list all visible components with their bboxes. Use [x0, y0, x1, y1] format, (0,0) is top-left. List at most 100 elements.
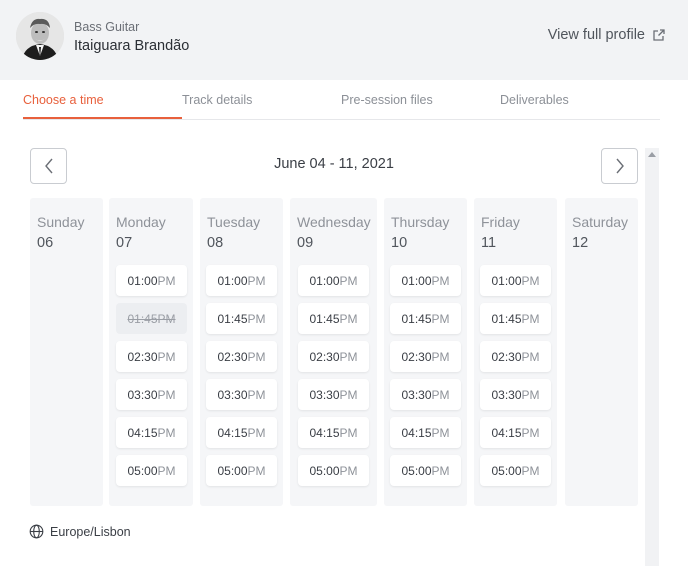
day-column-thursday: Thursday 10 01:00 PM 01:45 PM 02:30 PM 03:30 PM 04…	[384, 198, 467, 506]
timezone-label: Europe/Lisbon	[50, 524, 131, 539]
tab-choose-a-time[interactable]: Choose a time	[23, 93, 104, 107]
time-slot[interactable]: 01:00 PM	[116, 265, 187, 296]
time-slot[interactable]: 04:15 PM	[298, 417, 369, 448]
slot-time: 05:00	[217, 463, 248, 478]
slot-time: 05:00	[401, 463, 432, 478]
timezone: Europe/Lisbon	[29, 524, 131, 539]
time-slot[interactable]: 02:30 PM	[298, 341, 369, 372]
slot-time: 01:00	[491, 273, 522, 288]
slot-time: 01:00	[309, 273, 340, 288]
slot-ampm: PM	[247, 311, 266, 326]
time-slot[interactable]: 01:45 PM	[298, 303, 369, 334]
slot-ampm: PM	[431, 387, 450, 402]
slot-time: 03:30	[217, 387, 248, 402]
time-slot[interactable]: 02:30 PM	[390, 341, 461, 372]
slot-ampm: PM	[339, 349, 358, 364]
time-slot[interactable]: 05:00 PM	[480, 455, 551, 486]
previous-week-button[interactable]	[30, 148, 67, 184]
day-name: Tuesday	[207, 214, 261, 230]
slot-time: 01:45	[491, 311, 522, 326]
day-name: Friday	[481, 214, 520, 230]
time-slot[interactable]: 02:30 PM	[480, 341, 551, 372]
time-slot[interactable]: 03:30 PM	[390, 379, 461, 410]
slot-ampm: PM	[521, 349, 540, 364]
next-week-button[interactable]	[601, 148, 638, 184]
slot-ampm: PM	[247, 463, 266, 478]
slot-time: 01:00	[127, 273, 158, 288]
time-slot[interactable]: 03:30 PM	[206, 379, 277, 410]
scroll-up-arrow-icon[interactable]	[648, 152, 656, 157]
time-slot[interactable]: 03:30 PM	[116, 379, 187, 410]
day-column-wednesday: Wednesday 09 01:00 PM 01:45 PM 02:30 PM 03:30 PM 0…	[290, 198, 377, 506]
booking-tabs: Choose a time Track details Pre-session …	[23, 80, 660, 120]
slot-time: 02:30	[127, 349, 158, 364]
slot-time: 04:15	[127, 425, 158, 440]
tab-pre-session-files[interactable]: Pre-session files	[341, 93, 433, 107]
slot-ampm: PM	[157, 311, 176, 326]
slot-time: 03:30	[127, 387, 158, 402]
time-slot[interactable]: 01:00 PM	[298, 265, 369, 296]
day-column-friday: Friday 11 01:00 PM 01:45 PM 02:30 PM 03:30 PM 04:1…	[474, 198, 557, 506]
slot-ampm: PM	[521, 311, 540, 326]
day-number: 12	[572, 235, 589, 251]
time-slot[interactable]: 01:00 PM	[390, 265, 461, 296]
time-slot[interactable]: 01:00 PM	[480, 265, 551, 296]
day-column-monday: Monday 07 01:00 PM 01:45 PM 02:30 PM 03:30 PM 04:1…	[109, 198, 193, 506]
slot-time: 05:00	[127, 463, 158, 478]
day-column-saturday: Saturday 12	[565, 198, 638, 506]
tab-deliverables[interactable]: Deliverables	[500, 93, 569, 107]
tab-track-details[interactable]: Track details	[182, 93, 253, 107]
scrollbar[interactable]	[645, 148, 659, 566]
time-slot[interactable]: 04:15 PM	[390, 417, 461, 448]
slot-ampm: PM	[157, 387, 176, 402]
slot-ampm: PM	[431, 425, 450, 440]
slot-ampm: PM	[339, 273, 358, 288]
view-profile-link[interactable]: View full profile	[548, 27, 666, 43]
time-slot[interactable]: 03:30 PM	[480, 379, 551, 410]
artist-instrument: Bass Guitar	[74, 20, 140, 34]
time-slot-unavailable: 01:45 PM	[116, 303, 187, 334]
chevron-right-icon	[615, 158, 624, 174]
slot-ampm: PM	[157, 463, 176, 478]
slot-time: 01:45	[309, 311, 340, 326]
time-slot[interactable]: 02:30 PM	[206, 341, 277, 372]
time-slot[interactable]: 05:00 PM	[206, 455, 277, 486]
time-slot[interactable]: 02:30 PM	[116, 341, 187, 372]
time-slot[interactable]: 03:30 PM	[298, 379, 369, 410]
globe-icon	[29, 524, 44, 539]
slot-ampm: PM	[247, 273, 266, 288]
slot-time: 01:00	[217, 273, 248, 288]
avatar	[16, 12, 64, 60]
time-slot[interactable]: 04:15 PM	[480, 417, 551, 448]
slot-ampm: PM	[247, 425, 266, 440]
time-slot[interactable]: 01:45 PM	[206, 303, 277, 334]
slot-time: 01:45	[127, 311, 158, 326]
slot-time: 03:30	[309, 387, 340, 402]
slot-time: 05:00	[309, 463, 340, 478]
time-slot[interactable]: 05:00 PM	[298, 455, 369, 486]
slot-ampm: PM	[521, 463, 540, 478]
time-slot[interactable]: 05:00 PM	[116, 455, 187, 486]
slot-time: 04:15	[309, 425, 340, 440]
time-slot[interactable]: 05:00 PM	[390, 455, 461, 486]
time-slot[interactable]: 04:15 PM	[116, 417, 187, 448]
slot-time: 02:30	[309, 349, 340, 364]
day-number: 11	[481, 235, 497, 251]
time-slot[interactable]: 01:45 PM	[480, 303, 551, 334]
slot-ampm: PM	[339, 311, 358, 326]
slot-ampm: PM	[157, 273, 176, 288]
slot-ampm: PM	[339, 463, 358, 478]
day-number: 09	[297, 235, 314, 251]
day-column-tuesday: Tuesday 08 01:00 PM 01:45 PM 02:30 PM 03:30 PM 04:…	[200, 198, 283, 506]
slot-time: 02:30	[491, 349, 522, 364]
slot-ampm: PM	[521, 387, 540, 402]
day-name: Thursday	[391, 214, 450, 230]
day-column-sunday: Sunday 06	[30, 198, 103, 506]
slot-ampm: PM	[157, 425, 176, 440]
time-slot[interactable]: 01:45 PM	[390, 303, 461, 334]
day-name: Saturday	[572, 214, 629, 230]
time-slot[interactable]: 01:00 PM	[206, 265, 277, 296]
slot-ampm: PM	[431, 273, 450, 288]
time-slot[interactable]: 04:15 PM	[206, 417, 277, 448]
slot-ampm: PM	[521, 273, 540, 288]
